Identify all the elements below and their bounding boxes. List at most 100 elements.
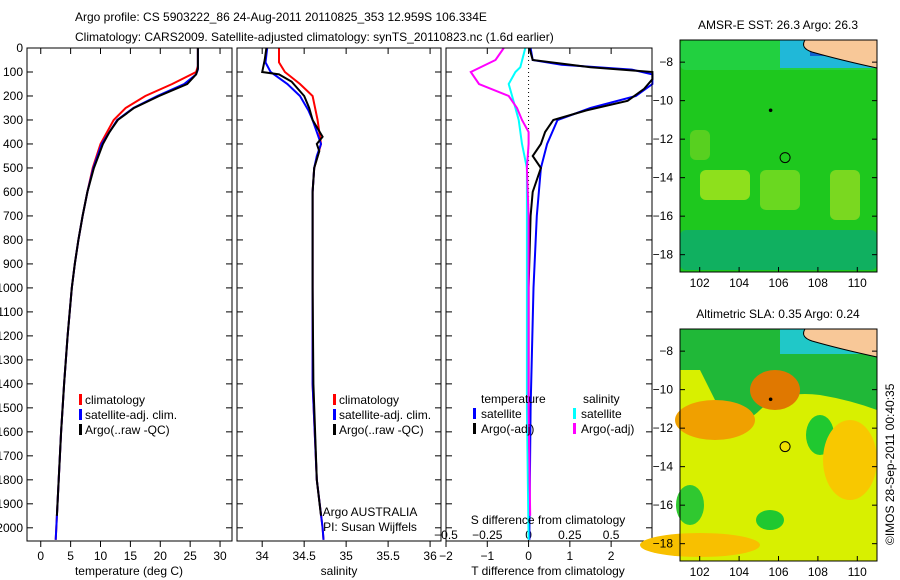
lat-tick-label: −16 <box>653 209 674 223</box>
lat-tick-label: −12 <box>653 132 674 146</box>
map-frame <box>679 39 878 273</box>
lon-tick-label: 102 <box>690 276 710 290</box>
plot-frame <box>445 47 653 542</box>
depth-tick-label: 600 <box>3 185 23 199</box>
lon-tick-label: 102 <box>690 565 710 579</box>
depth-tick-label: 1300 <box>0 353 23 367</box>
lat-tick-label: −10 <box>653 383 674 397</box>
argo-position-marker <box>779 152 791 164</box>
lon-tick-label: 106 <box>768 276 788 290</box>
lon-tick-label: 108 <box>808 565 828 579</box>
map-patch <box>830 170 860 220</box>
series-line-t-argo <box>527 47 654 516</box>
legend-label: climatology <box>85 393 145 407</box>
legend-swatch <box>333 424 336 435</box>
map-patch <box>690 130 710 160</box>
lat-tick-label: −8 <box>659 55 673 69</box>
legend-swatch <box>79 409 82 420</box>
legend-swatch <box>79 394 82 405</box>
legend-title-temperature: temperature <box>481 392 546 406</box>
island-marker <box>768 397 773 402</box>
series-line-argo-raw-qc- <box>55 48 199 516</box>
depth-tick-label: 2000 <box>0 521 23 535</box>
depth-tick-label: 800 <box>3 233 23 247</box>
s-diff-tick-label: −0.25 <box>472 528 503 542</box>
x-tick-label: 25 <box>183 549 197 563</box>
x-tick-label: 5 <box>67 549 74 563</box>
lon-tick-label: 106 <box>768 565 788 579</box>
x-tick-label: 35 <box>339 549 353 563</box>
temperature-axis-label: temperature (deg C) <box>75 564 183 578</box>
depth-tick-label: 0 <box>16 41 23 55</box>
x-tick-label: 0 <box>37 549 44 563</box>
lat-tick-label: −16 <box>653 498 674 512</box>
x-tick-label: 34 <box>256 549 270 563</box>
sla-map-title: Altimetric SLA: 0.35 Argo: 0.24 <box>696 307 860 321</box>
legend-label: satellite-adj. clim. <box>339 408 431 422</box>
depth-tick-label: 200 <box>3 89 23 103</box>
x-tick-label: 10 <box>94 549 108 563</box>
copyright-timestamp: ©IMOS 28-Sep-2011 00:40:35 <box>883 383 897 545</box>
depth-tick-label: 1800 <box>0 473 23 487</box>
plot-frame <box>26 47 233 542</box>
series-line-argo-raw-qc- <box>261 47 324 516</box>
lon-tick-label: 108 <box>808 276 828 290</box>
lon-tick-label: 110 <box>848 276 867 290</box>
depth-tick-label: 1000 <box>0 281 23 295</box>
depth-tick-label: 900 <box>3 257 23 271</box>
argo-position-marker <box>779 441 791 453</box>
legend-swatch <box>473 423 476 434</box>
coastline <box>803 328 878 358</box>
plot-frame <box>236 47 442 542</box>
legend-label: satellite-adj. clim. <box>85 408 177 422</box>
map-patch <box>750 370 800 410</box>
x-tick-label: 0 <box>525 549 532 563</box>
depth-tick-label: 700 <box>3 209 23 223</box>
legend-swatch <box>573 408 576 419</box>
x-tick-label: 34.5 <box>292 549 316 563</box>
lat-tick-label: −18 <box>653 537 674 551</box>
legend-swatch <box>473 408 476 419</box>
legend-label: Argo(-adj) <box>581 422 634 436</box>
map-patch <box>756 510 784 530</box>
x-tick-label: 15 <box>124 549 138 563</box>
sst-map: −8 −10 −12 −14 −16 −18 102 104 106 108 110 <box>653 39 878 290</box>
depth-tick-label: 1500 <box>0 401 23 415</box>
series-line-s-satellite <box>507 47 530 540</box>
map-patch <box>675 400 755 440</box>
series-line-climatology <box>54 48 199 540</box>
title-line-1: Argo profile: CS 5903222_86 24-Aug-2011 … <box>75 10 487 24</box>
lat-tick-label: −18 <box>653 248 674 262</box>
depth-tick-label: 1200 <box>0 329 23 343</box>
legend-label: satellite <box>581 407 622 421</box>
series-line-s-argo <box>469 47 532 516</box>
map-patch <box>680 230 877 270</box>
legend-swatch <box>573 423 576 434</box>
series-line-satellite-adj-clim- <box>54 48 199 540</box>
lat-tick-label: −14 <box>653 171 674 185</box>
x-tick-label: 2 <box>608 549 615 563</box>
legend-swatch <box>333 394 336 405</box>
map-patch <box>640 533 760 557</box>
sla-map: −8 −10 −12 −14 −16 −18 102 104 106 108 110 <box>640 328 878 579</box>
x-tick-label: 1 <box>567 549 574 563</box>
s-difference-axis-label: S difference from climatology <box>471 513 626 527</box>
x-tick-label: 35.5 <box>376 549 400 563</box>
map-patch <box>760 170 800 210</box>
legend-label: climatology <box>339 393 399 407</box>
legend-label: satellite <box>481 407 522 421</box>
depth-tick-label: 1400 <box>0 377 23 391</box>
map-patch <box>676 485 704 525</box>
salinity-axis-label: salinity <box>321 564 358 578</box>
lon-tick-label: 104 <box>729 276 749 290</box>
lat-tick-label: −14 <box>653 460 674 474</box>
t-difference-axis-label: T difference from climatology <box>471 564 625 578</box>
legend-title-salinity: salinity <box>583 392 620 406</box>
x-tick-label: −2 <box>439 549 453 563</box>
island-marker <box>768 108 773 113</box>
depth-tick-label: 500 <box>3 161 23 175</box>
legend-swatch <box>79 424 82 435</box>
pi-label: PI: Susan Wijffels <box>323 520 417 534</box>
